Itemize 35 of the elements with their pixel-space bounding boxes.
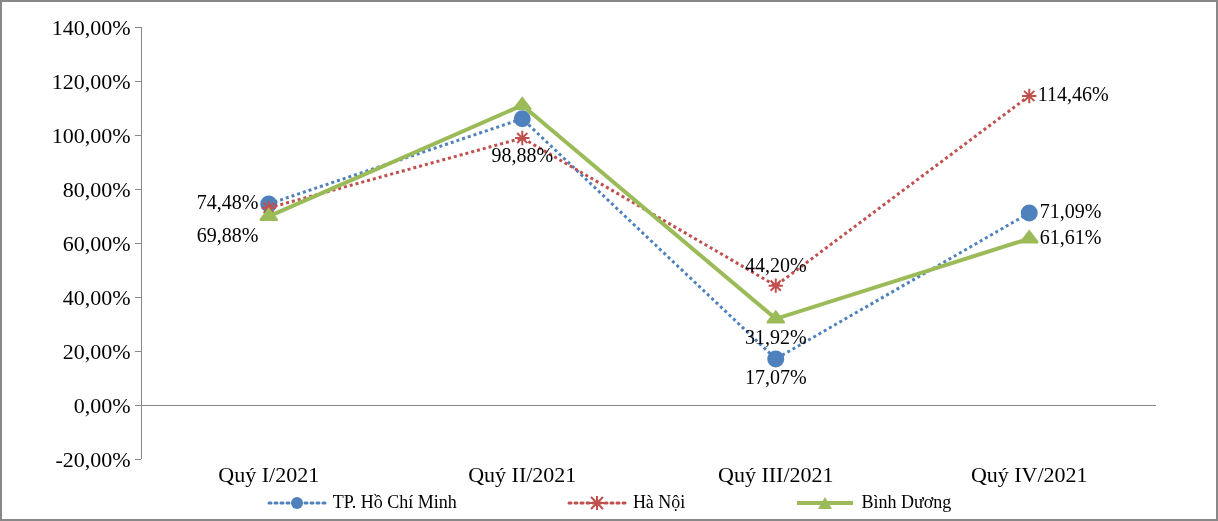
data-label: 17,07% xyxy=(744,366,807,389)
point xyxy=(1021,87,1038,105)
y-tick-label: -20,00% xyxy=(55,446,131,472)
point xyxy=(512,96,532,111)
point xyxy=(513,110,531,128)
point xyxy=(1020,204,1038,222)
point xyxy=(259,207,279,222)
point xyxy=(767,350,785,368)
y-tick-label: 60,00% xyxy=(62,230,131,256)
data-label: 71,09% xyxy=(1039,200,1102,223)
legend-label: TP. Hồ Chí Minh xyxy=(332,492,457,513)
legend-label: Bình Dương xyxy=(861,492,952,513)
legend-label: Hà Nội xyxy=(632,492,686,513)
y-tick-label: 0,00% xyxy=(73,392,131,418)
y-tick-label: 140,00% xyxy=(51,14,131,40)
data-label: 44,20% xyxy=(744,254,807,277)
point xyxy=(766,310,786,324)
data-label: 69,88% xyxy=(196,223,259,246)
y-tick-label: 120,00% xyxy=(51,68,131,94)
y-tick-label: 40,00% xyxy=(62,284,131,310)
point xyxy=(514,129,531,147)
data-label: 31,92% xyxy=(744,326,807,349)
x-tick-label: Quý II/2021 xyxy=(468,462,577,487)
data-label: 98,88% xyxy=(491,143,554,166)
point xyxy=(1019,230,1039,244)
y-tick-label: 20,00% xyxy=(62,338,131,364)
y-tick-label: 80,00% xyxy=(62,176,131,202)
data-label: 114,46% xyxy=(1037,82,1109,105)
y-tick-label: 100,00% xyxy=(51,122,131,148)
x-tick-label: Quý I/2021 xyxy=(218,462,320,487)
data-label: 74,48% xyxy=(196,190,259,213)
x-tick-label: Quý III/2021 xyxy=(718,462,834,487)
point xyxy=(767,277,784,294)
x-tick-label: Quý IV/2021 xyxy=(970,462,1088,487)
data-label: 61,61% xyxy=(1039,225,1102,248)
